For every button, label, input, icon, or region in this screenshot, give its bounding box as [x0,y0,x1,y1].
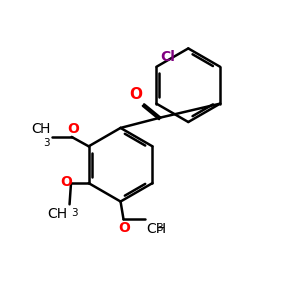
Text: 3: 3 [44,138,50,148]
Text: O: O [118,221,130,235]
Text: Cl: Cl [160,50,175,64]
Text: 3: 3 [157,223,163,233]
Text: CH: CH [146,221,166,236]
Text: O: O [60,175,72,189]
Text: 3: 3 [71,208,77,218]
Text: O: O [67,122,79,136]
Text: CH: CH [47,207,67,221]
Text: C: C [31,122,41,136]
Text: O: O [129,87,142,102]
Text: H: H [40,122,50,136]
